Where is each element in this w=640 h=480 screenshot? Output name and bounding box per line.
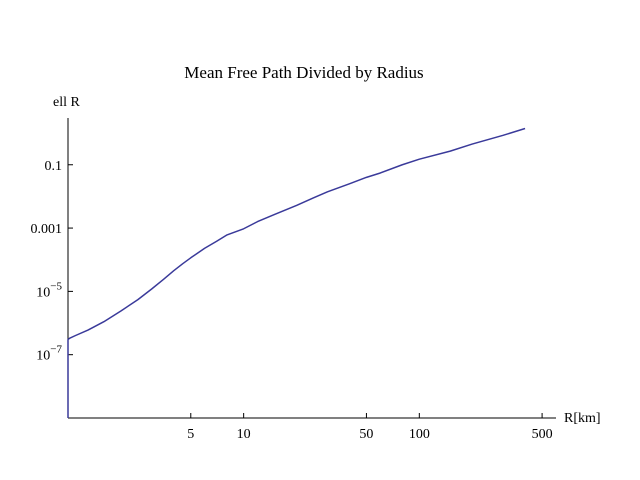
x-tick-label: 500: [532, 427, 553, 442]
y-tick-label: 0.1: [45, 159, 63, 174]
y-tick-base: 10: [36, 285, 50, 300]
y-tick-label: 0.001: [31, 222, 63, 237]
chart-title: Mean Free Path Divided by Radius: [184, 63, 423, 82]
x-tick-label: 10: [237, 427, 251, 442]
x-tick-label: 100: [409, 427, 430, 442]
y-tick-exponent: −5: [50, 280, 62, 292]
y-tick-exponent: −7: [50, 344, 62, 356]
x-tick-label: 50: [359, 427, 373, 442]
y-tick-label: 10−5: [36, 280, 62, 300]
y-tick-label: 10−7: [36, 344, 62, 364]
y-tick-base: 10: [36, 349, 50, 364]
y-axis-label: ell R: [53, 95, 80, 110]
x-axis-label: R[km]: [564, 411, 601, 426]
series-line: [67, 127, 526, 418]
x-tick-label: 5: [187, 427, 194, 442]
